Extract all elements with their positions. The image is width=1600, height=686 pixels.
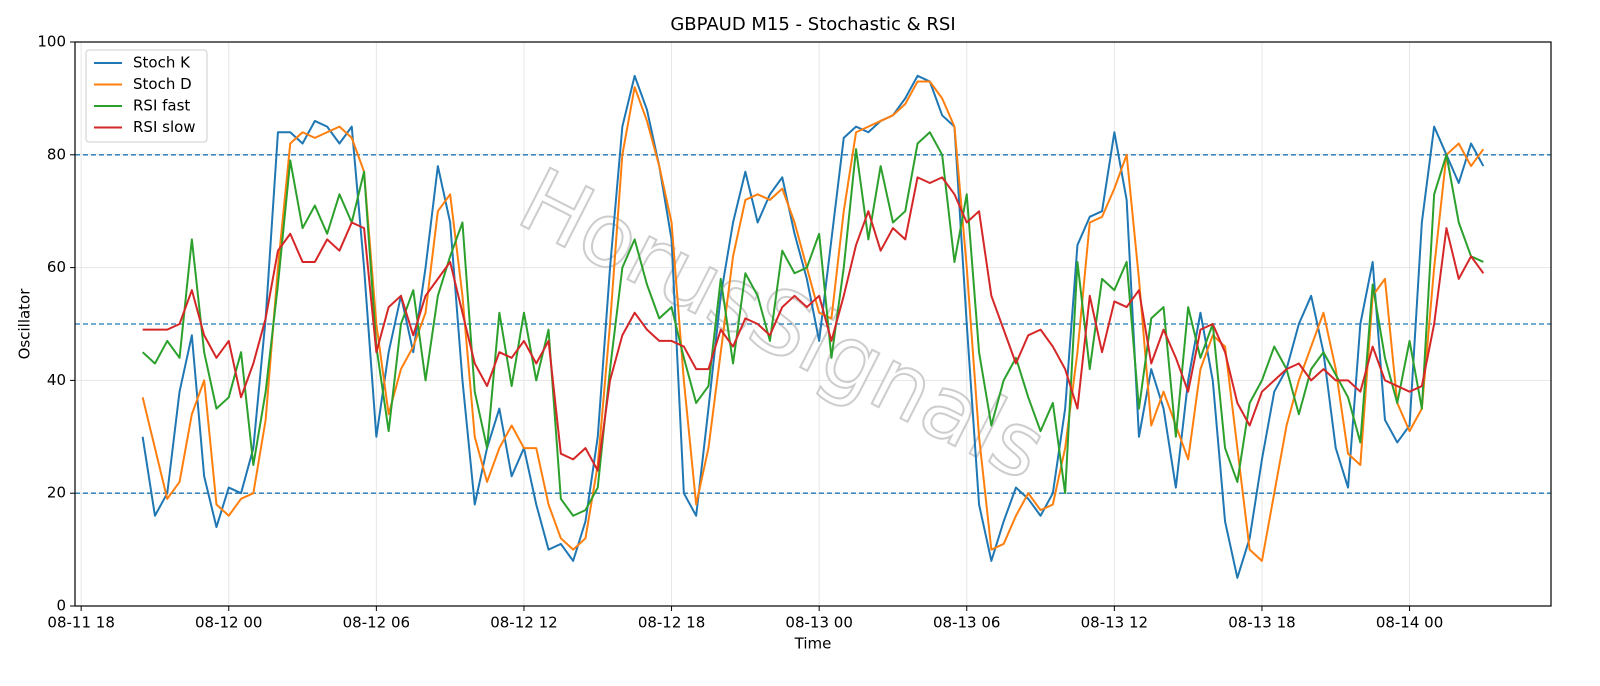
series-line [141, 131, 1484, 517]
x-tick-label: 08-12 18 [638, 614, 705, 632]
y-tick-label: 40 [47, 371, 66, 389]
legend-label: RSI slow [133, 118, 196, 136]
x-tick-label: 08-13 00 [785, 614, 852, 632]
x-tick-label: 08-13 06 [933, 614, 1000, 632]
series-line [141, 74, 1485, 579]
y-tick-label: 80 [47, 145, 66, 163]
y-tick-label: 20 [47, 484, 66, 502]
legend-label: Stoch K [133, 54, 191, 72]
y-tick-label: 100 [37, 33, 66, 51]
x-tick-label: 08-11 18 [47, 614, 114, 632]
x-tick-label: 08-12 12 [490, 614, 557, 632]
chart-title: GBPAUD M15 - Stochastic & RSI [670, 14, 955, 35]
legend-label: RSI fast [133, 97, 190, 115]
x-tick-label: 08-13 18 [1228, 614, 1295, 632]
plot-frame [74, 41, 1552, 607]
y-axis-label: Oscillator [16, 288, 34, 360]
x-tick-label: 08-12 00 [195, 614, 262, 632]
x-tick-label: 08-12 06 [343, 614, 410, 632]
x-tick-label: 08-14 00 [1376, 614, 1443, 632]
x-tick-label: 08-13 12 [1081, 614, 1148, 632]
legend-box [85, 49, 208, 143]
legend-label: Stoch D [133, 75, 192, 93]
series-line [142, 176, 1485, 472]
x-axis-label: Time [794, 635, 832, 653]
y-tick-label: 60 [47, 258, 66, 276]
y-tick-label: 0 [56, 597, 66, 615]
